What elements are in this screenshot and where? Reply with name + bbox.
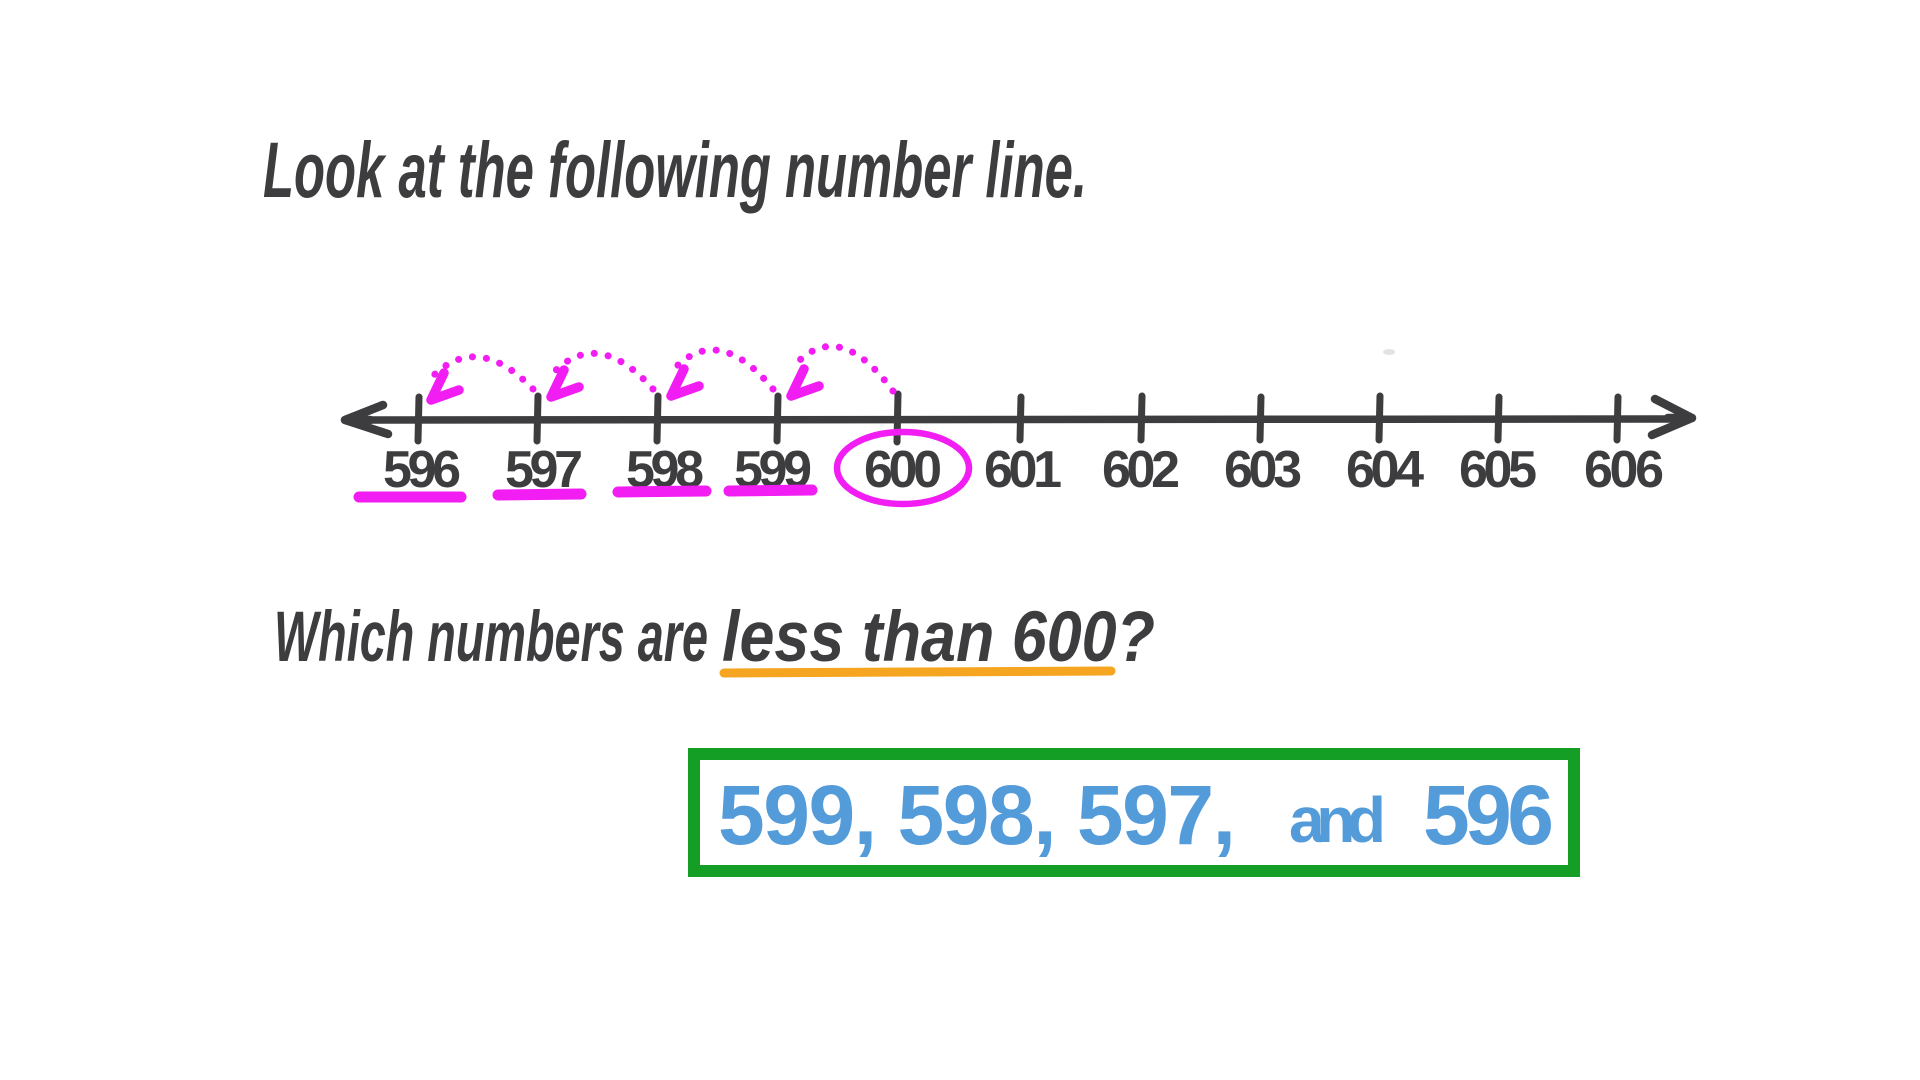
svg-text:600: 600 xyxy=(864,441,942,499)
svg-text:602: 602 xyxy=(1102,441,1180,499)
svg-text:596: 596 xyxy=(1423,768,1554,862)
svg-text:605: 605 xyxy=(1459,441,1537,499)
svg-text:and: and xyxy=(1289,784,1386,856)
svg-text:604: 604 xyxy=(1346,441,1424,499)
svg-text:less than 600?: less than 600? xyxy=(722,598,1155,677)
svg-text:Look at the following number l: Look at the following number line. xyxy=(263,125,1087,214)
svg-text:596: 596 xyxy=(383,441,461,499)
svg-text:601: 601 xyxy=(984,441,1062,499)
svg-text:606: 606 xyxy=(1584,441,1664,499)
svg-text:Which numbers are: Which numbers are xyxy=(274,598,708,677)
svg-text:599, 598, 597,: 599, 598, 597, xyxy=(718,768,1236,862)
svg-text:603: 603 xyxy=(1224,441,1302,499)
